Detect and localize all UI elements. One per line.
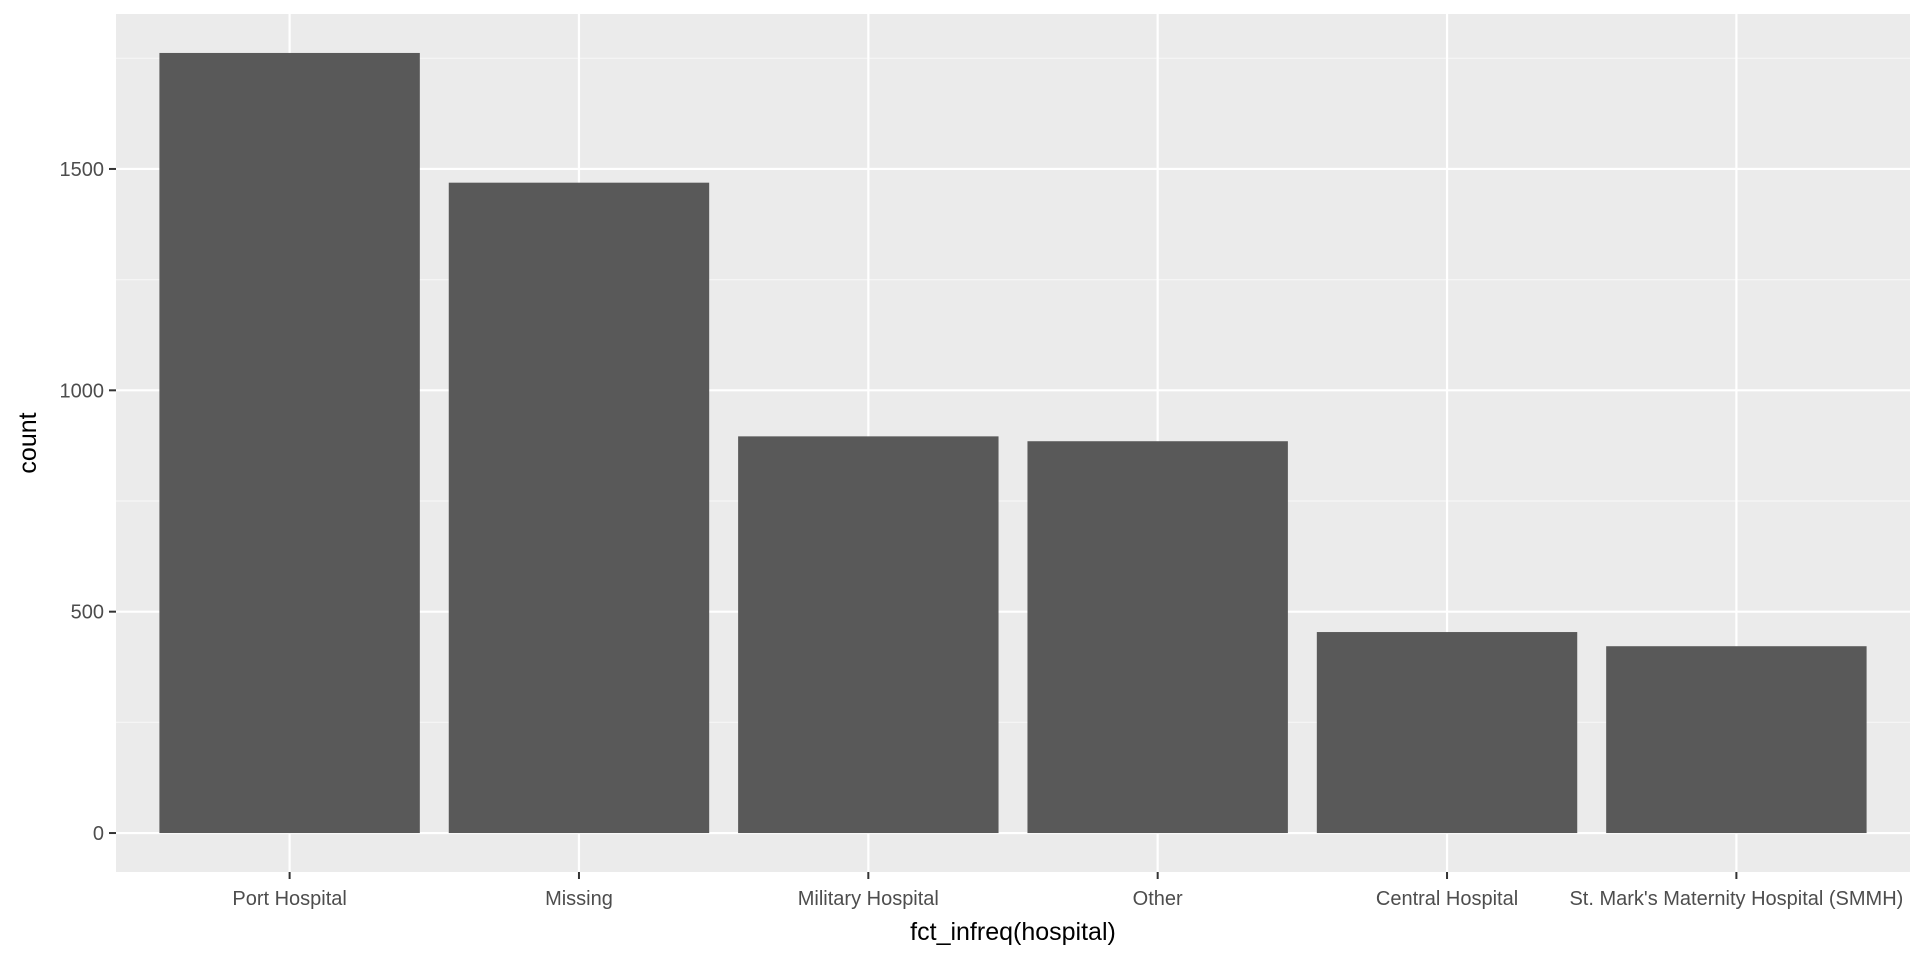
x-tick-label: St. Mark's Maternity Hospital (SMMH)	[1569, 888, 1903, 910]
x-tick-label: Military Hospital	[798, 888, 939, 910]
x-tick-label: Central Hospital	[1376, 888, 1518, 910]
x-axis-title: fct_infreq(hospital)	[910, 918, 1116, 946]
y-axis-title: count	[14, 412, 42, 473]
x-tick-label: Other	[1133, 888, 1183, 910]
bar	[448, 182, 710, 834]
x-tick-label: Missing	[545, 888, 613, 910]
y-tick-label: 1500	[60, 159, 105, 181]
y-tick-label: 1000	[60, 380, 105, 402]
y-tick-label: 0	[93, 823, 104, 845]
bar	[738, 436, 999, 834]
bar	[1606, 646, 1867, 834]
x-tick-label: Port Hospital	[232, 888, 347, 910]
y-axis: 0 500 1000 1500	[60, 159, 116, 845]
bar	[159, 52, 420, 834]
bar	[1316, 632, 1578, 834]
x-axis: Port Hospital Missing Military Hospital Oth…	[232, 872, 1903, 910]
bar	[1027, 441, 1288, 834]
bars-group	[159, 52, 1867, 834]
y-tick-label: 500	[71, 602, 104, 624]
